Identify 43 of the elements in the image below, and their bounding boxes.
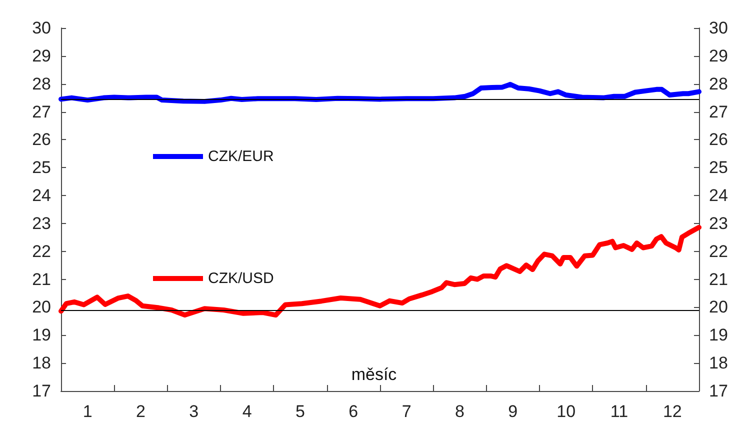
y-tick-label: 20 <box>32 298 51 317</box>
y-tick-label: 22 <box>32 242 51 261</box>
x-tick-label: 5 <box>296 402 305 421</box>
legend-label: CZK/USD <box>208 270 274 287</box>
y-tick-label: 24 <box>32 186 51 206</box>
y-tick-label: 18 <box>32 354 51 373</box>
y-tick-label: 25 <box>32 158 51 178</box>
x-tick-label: 4 <box>242 402 252 421</box>
x-tick-label: 10 <box>556 402 576 421</box>
y2-tick-label: 22 <box>709 242 728 261</box>
x-tick-label: 3 <box>189 402 199 421</box>
legend-label: CZK/EUR <box>208 148 274 165</box>
y2-tick-label: 20 <box>709 298 728 317</box>
x-tick-label: 11 <box>610 402 628 421</box>
y2-tick-label: 26 <box>709 130 728 150</box>
y-tick-label: 17 <box>32 382 51 400</box>
y2-tick-label: 21 <box>709 270 728 289</box>
y-tick-label: 21 <box>32 270 51 289</box>
y2-tick-label: 18 <box>709 354 728 373</box>
y2-tick-label: 27 <box>709 102 728 122</box>
x-tick-label: 2 <box>136 402 146 421</box>
y-tick-label: 30 <box>32 18 51 38</box>
x-tick-label: 1 <box>82 402 92 421</box>
y-tick-label: 19 <box>32 326 51 345</box>
y-tick-label: 26 <box>32 130 51 150</box>
x-tick-label: 12 <box>662 402 682 421</box>
y-tick-label: 23 <box>32 214 51 233</box>
x-axis-title: měsíc <box>351 365 398 384</box>
y2-tick-label: 19 <box>709 326 728 345</box>
y2-tick-label: 25 <box>709 158 728 178</box>
y2-tick-label: 30 <box>709 18 728 38</box>
y2-tick-label: 28 <box>709 74 728 94</box>
y-tick-label: 29 <box>32 46 51 66</box>
y-tick-label: 28 <box>32 74 51 94</box>
x-tick-label: 7 <box>402 402 412 421</box>
y2-tick-label: 29 <box>709 46 728 66</box>
y2-tick-label: 23 <box>709 214 728 233</box>
x-tick-label: 6 <box>348 402 358 421</box>
y2-tick-label: 24 <box>709 186 728 206</box>
y-tick-label: 27 <box>32 102 51 122</box>
x-tick-label: 8 <box>455 402 464 421</box>
x-tick-label: 9 <box>508 402 518 421</box>
y2-tick-label: 17 <box>709 382 728 400</box>
